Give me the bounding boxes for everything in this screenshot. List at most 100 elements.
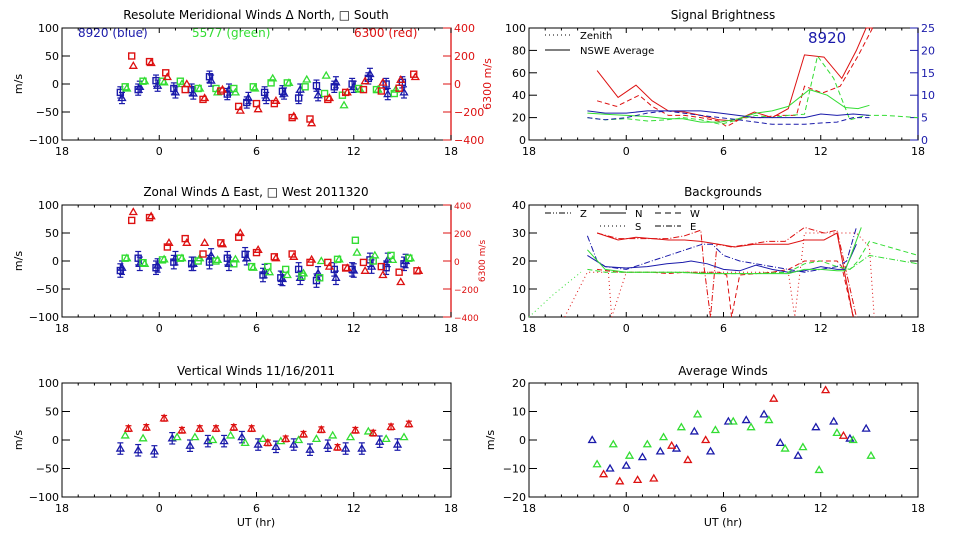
data-point-triangle (248, 262, 258, 271)
x-tick-label: 0 (623, 502, 630, 515)
data-point-triangle (592, 459, 602, 468)
data-point-triangle (195, 83, 205, 92)
y-tick-label: 20 (512, 112, 526, 125)
x-tick-label: 18 (444, 145, 458, 158)
data-point-square (230, 260, 238, 268)
y2-tick-label: −200 (454, 286, 479, 296)
x-tick-label: 18 (522, 322, 536, 335)
series-line-8920-dashed (587, 110, 870, 125)
data-point-triangle (689, 426, 699, 435)
data-point-triangle (235, 228, 245, 237)
data-point-triangle (140, 76, 150, 85)
plot-frame (528, 204, 919, 318)
x-tick-label: 18 (911, 322, 925, 335)
data-point-triangle (701, 435, 711, 444)
x-tick-label: 18 (55, 502, 69, 515)
data-point-triangle (615, 476, 625, 485)
y2-tick-label: 400 (454, 22, 475, 35)
y2-tick-label: 10 (921, 89, 935, 102)
data-point-triangle (368, 428, 378, 437)
plot-frame (61, 382, 452, 498)
y2-tick-label: −200 (454, 106, 484, 119)
data-point-triangle (208, 435, 218, 444)
panel-average: Average Winds m/s UT (hr) 18 0 6 12 18−20−10… (484, 364, 925, 529)
y-tick-label: 40 (512, 89, 526, 102)
data-point-triangle (185, 440, 195, 449)
data-point-triangle (279, 88, 289, 97)
data-point-triangle (349, 265, 359, 274)
data-point-triangle (793, 450, 803, 459)
series-line-8920-z (586, 227, 857, 273)
series-line-6300-dashed (596, 27, 874, 128)
data-point-square (382, 264, 390, 272)
data-point-triangle (135, 82, 145, 90)
y-tick-label: 0 (519, 311, 526, 324)
x-tick-label: 6 (720, 145, 727, 158)
y2-tick-label: 400 (454, 202, 471, 212)
data-point-triangle (253, 245, 263, 253)
y-axis-label: m/s (484, 430, 497, 450)
data-point-triangle (117, 262, 127, 271)
data-point-triangle (253, 104, 263, 113)
x-tick-label: 6 (253, 145, 260, 158)
annotation-8920: 8920 (808, 29, 846, 47)
data-point-triangle (247, 423, 257, 432)
data-point-triangle (164, 238, 174, 246)
data-point-square (390, 89, 398, 98)
data-point-triangle (399, 87, 409, 96)
legend-5577: 5577 (green) (192, 26, 270, 40)
data-point-triangle (250, 83, 260, 92)
data-point-triangle (637, 452, 648, 461)
data-point-triangle (316, 256, 326, 265)
data-point-triangle (229, 422, 239, 431)
data-point-triangle (217, 239, 228, 248)
data-point-square (181, 85, 189, 94)
panel-zonal: Zonal Winds Δ East, □ West 2011320 m/s 6… (12, 185, 488, 335)
y-tick-label: 0 (52, 255, 59, 268)
series-line-5577-z (849, 254, 919, 270)
data-point-triangle (123, 423, 134, 432)
data-point-triangle (172, 432, 182, 441)
data-point-triangle (311, 434, 322, 443)
data-point-triangle (146, 211, 156, 220)
y-axis-label: m/s (12, 74, 25, 94)
data-point-triangle (705, 446, 716, 455)
data-point-square (395, 84, 403, 92)
data-point-triangle (642, 439, 652, 448)
x-tick-label: 12 (347, 502, 361, 515)
data-point-square (264, 262, 272, 271)
data-point-triangle (386, 422, 396, 431)
data-point-square (294, 265, 303, 274)
y2-tick-label: 200 (454, 50, 475, 63)
data-point-triangle (391, 84, 401, 93)
legend-w: W (690, 209, 700, 220)
data-point-triangle (306, 118, 317, 127)
data-point-triangle (128, 207, 138, 216)
data-point-triangle (323, 440, 333, 449)
data-point-triangle (365, 69, 375, 78)
data-point-triangle (264, 267, 275, 276)
legend-s: S (635, 222, 641, 233)
legend-zenith: Zenith (580, 31, 612, 42)
x-tick-label: 0 (623, 322, 630, 335)
data-point-triangle (152, 260, 163, 269)
data-point-triangle (861, 423, 871, 432)
y-tick-label: 100 (38, 199, 59, 212)
y-tick-label: 50 (45, 406, 59, 419)
panel-vertical: Vertical Winds 11/16/2011 m/s UT (hr) 18… (12, 364, 458, 529)
data-point-triangle (149, 446, 160, 455)
data-point-triangle (253, 439, 263, 448)
data-point-triangle (195, 423, 205, 432)
series-line-5577-w (587, 240, 919, 275)
data-point-triangle (624, 450, 635, 459)
data-point-triangle (832, 428, 842, 437)
data-point-triangle (117, 93, 127, 102)
data-point-triangle (332, 442, 343, 451)
data-point-triangle (605, 463, 615, 472)
x-tick-label: 12 (814, 502, 828, 515)
data-point-square (223, 254, 232, 262)
y-tick-label: −50 (36, 463, 59, 476)
y-tick-label: 100 (38, 22, 59, 35)
data-point-triangle (195, 253, 205, 262)
data-point-triangle (162, 72, 172, 81)
